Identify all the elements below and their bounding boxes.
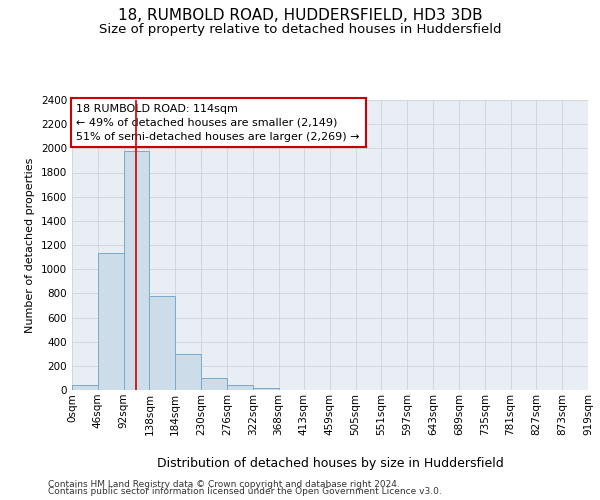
Text: 18, RUMBOLD ROAD, HUDDERSFIELD, HD3 3DB: 18, RUMBOLD ROAD, HUDDERSFIELD, HD3 3DB [118,8,482,22]
Bar [253,388,278,390]
Bar [227,385,253,390]
Text: Contains public sector information licensed under the Open Government Licence v3: Contains public sector information licen… [48,487,442,496]
Bar [98,254,124,390]
Text: Size of property relative to detached houses in Huddersfield: Size of property relative to detached ho… [99,22,501,36]
Text: Distribution of detached houses by size in Huddersfield: Distribution of detached houses by size … [157,458,503,470]
Text: Contains HM Land Registry data © Crown copyright and database right 2024.: Contains HM Land Registry data © Crown c… [48,480,400,489]
Text: 18 RUMBOLD ROAD: 114sqm
← 49% of detached houses are smaller (2,149)
51% of semi: 18 RUMBOLD ROAD: 114sqm ← 49% of detache… [76,104,360,142]
Bar [72,385,98,390]
Bar [175,354,201,390]
Bar [149,296,175,390]
Y-axis label: Number of detached properties: Number of detached properties [25,158,35,332]
Bar [201,378,227,390]
Bar [124,151,149,390]
